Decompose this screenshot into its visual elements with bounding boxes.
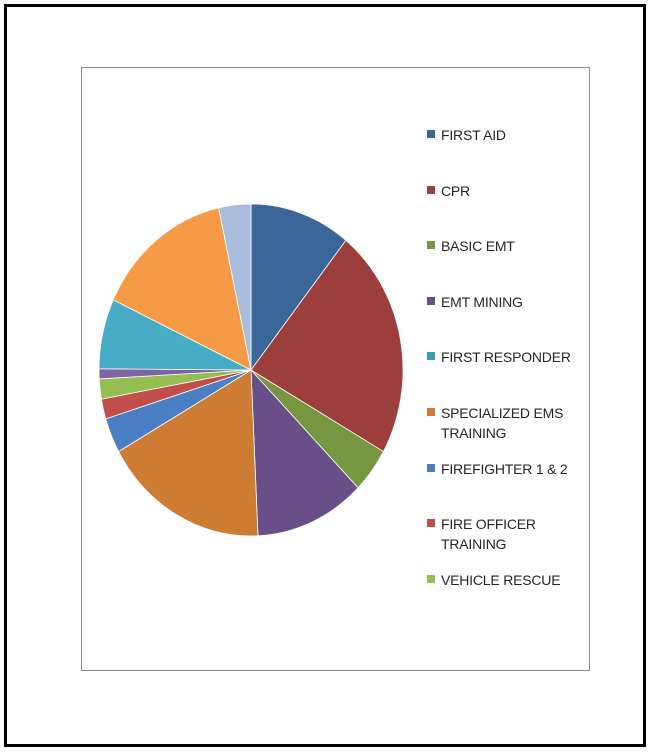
legend-item: FIRST AID [427, 125, 587, 145]
legend-label: FIRST AID [441, 127, 506, 143]
legend-swatch [427, 575, 435, 583]
legend-item: EMT MINING [427, 292, 587, 312]
legend-swatch [427, 352, 435, 360]
pie-slice-11 [112, 207, 252, 371]
legend-label: CPR [441, 183, 470, 199]
legend-label: FIRST RESPONDER [441, 349, 571, 365]
legend-swatch [427, 186, 435, 194]
legend-item: FIREFIGHTER 1 & 2 [427, 459, 587, 479]
legend-swatch [427, 519, 435, 527]
legend-swatch [427, 297, 435, 305]
legend-label: SPECIALIZED EMS TRAINING [441, 405, 564, 441]
legend-label: VEHICLE RESCUE [441, 572, 561, 588]
pie-slice-5 [118, 369, 259, 537]
legend-item: FIRST RESPONDER [427, 347, 587, 367]
legend-label: FIREFIGHTER 1 & 2 [441, 461, 568, 477]
legend-swatch [427, 408, 435, 416]
legend-label: EMT MINING [441, 294, 523, 310]
legend-swatch [427, 130, 435, 138]
pie-slice-3 [250, 368, 359, 537]
pie-chart [98, 203, 404, 537]
pie-slice-12 [218, 203, 252, 371]
pie-slice-1 [250, 239, 404, 453]
legend-item: BASIC EMT [427, 236, 587, 256]
pie-slice-0 [250, 203, 347, 372]
legend-item: FIRE OFFICER TRAINING [427, 514, 587, 554]
legend-item: VEHICLE RESCUE [427, 570, 587, 590]
legend-label: FIRE OFFICER TRAINING [441, 516, 536, 552]
legend-label: BASIC EMT [441, 238, 515, 254]
legend-swatch [427, 464, 435, 472]
legend-item: SPECIALIZED EMS TRAINING [427, 403, 587, 443]
legend-swatch [427, 241, 435, 249]
legend-item: CPR [427, 181, 587, 201]
